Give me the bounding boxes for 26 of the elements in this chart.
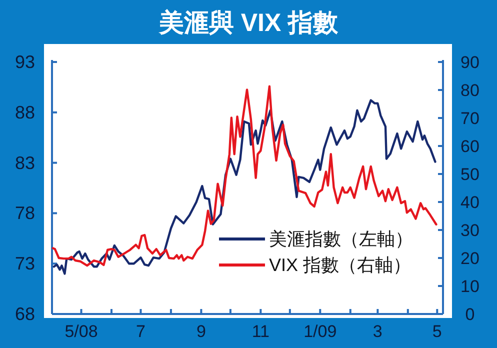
y2-tick-label: 90 [460, 53, 480, 72]
y-tick-label: 68 [14, 304, 36, 324]
x-tick-label: 3 [372, 322, 382, 341]
y-tick-label: 93 [14, 52, 36, 72]
y2-tick-label: 0 [465, 305, 475, 324]
chart-title: 美滙與 VIX 指數 [158, 9, 340, 37]
x-tick-label: 9 [196, 322, 206, 341]
legend-label: 美滙指數（左軸） [269, 229, 413, 249]
y2-tick-label: 80 [460, 81, 480, 100]
x-tick-label: 5/08 [64, 322, 98, 341]
y-tick-label: 88 [14, 102, 36, 122]
y2-tick-label: 60 [460, 137, 480, 156]
y2-tick-label: 30 [460, 221, 480, 240]
y2-tick-label: 10 [460, 277, 480, 296]
y2-tick-label: 20 [460, 249, 480, 268]
y-tick-label: 73 [14, 254, 36, 274]
y-tick-label: 83 [14, 152, 36, 173]
y2-tick-label: 40 [460, 193, 480, 212]
x-tick-label: 1/09 [304, 322, 337, 341]
y-tick-label: 78 [14, 203, 36, 224]
legend-label: VIX 指數（右軸） [269, 255, 412, 275]
x-tick-label: 7 [136, 322, 146, 341]
y2-tick-label: 70 [460, 109, 480, 128]
x-tick-label: 11 [252, 322, 270, 341]
y2-tick-label: 50 [460, 165, 480, 184]
x-tick-label: 5 [432, 322, 442, 341]
